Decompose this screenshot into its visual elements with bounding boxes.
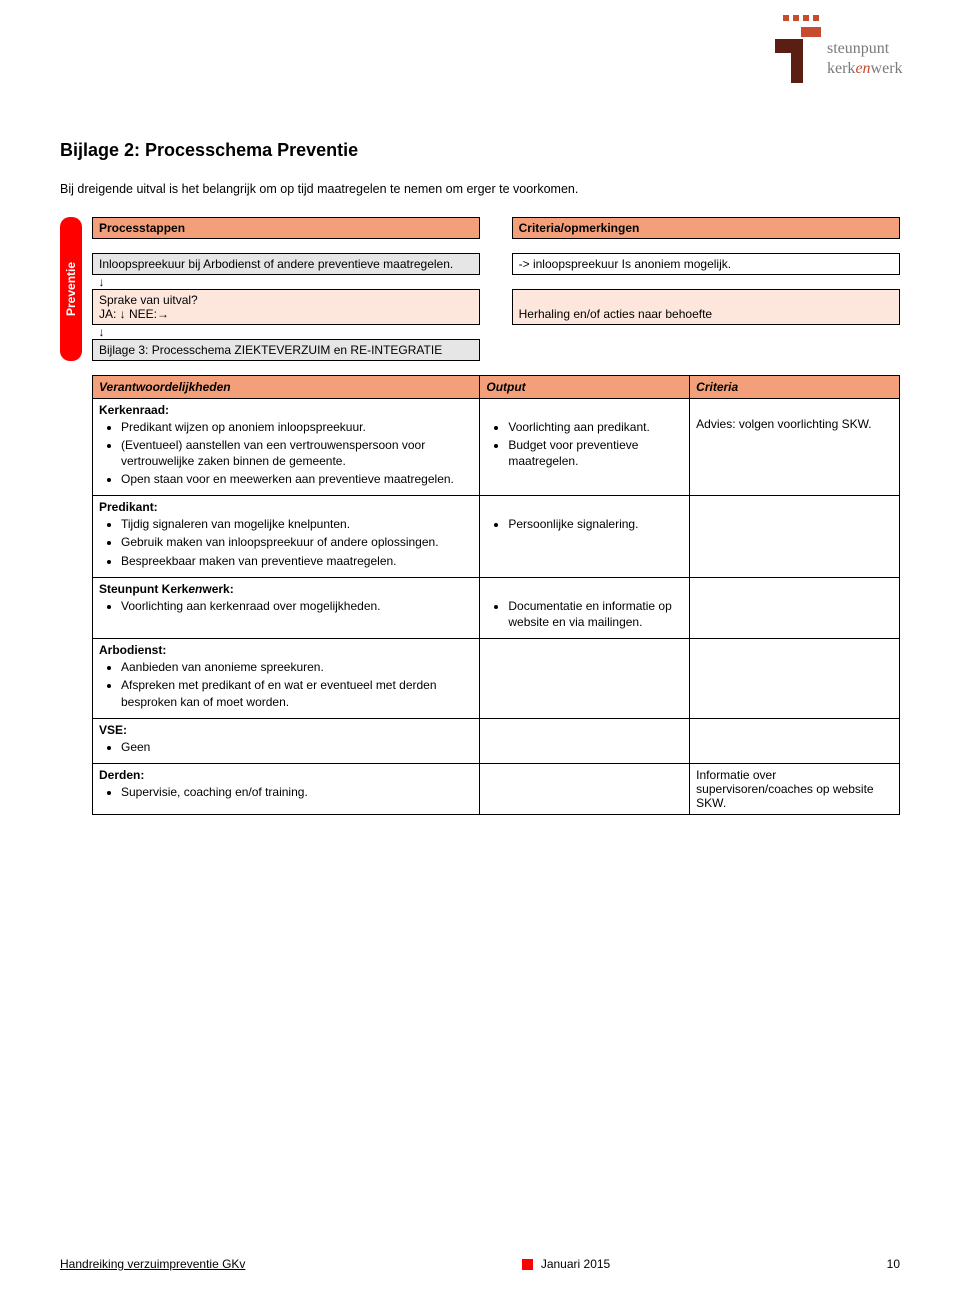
- footer-square-icon: [522, 1259, 533, 1270]
- kr-out-0: Voorlichting aan predikant.: [508, 419, 683, 435]
- row-derden: Derden: Supervisie, coaching en/of train…: [93, 763, 900, 814]
- page-footer: Handreiking verzuimpreventie GKv Januari…: [60, 1257, 900, 1271]
- row-arbodienst: Arbodienst: Aanbieden van anonieme spree…: [93, 639, 900, 719]
- resp-h2: Output: [480, 375, 690, 398]
- proc-header-right: Criteria/opmerkingen: [512, 217, 899, 238]
- arrow-1: ↓: [93, 274, 900, 289]
- arbo-label: Arbodienst:: [99, 643, 166, 657]
- kr-item-0: Predikant wijzen op anoniem inloopspreek…: [121, 419, 473, 435]
- process-block: Preventie Processtappen Criteria/opmerki…: [60, 217, 900, 361]
- kr-item-1: (Eventueel) aanstellen van een vertrouwe…: [121, 437, 473, 469]
- logo-mark: steunpunt kerkenwerk: [775, 15, 930, 85]
- proc-step-3-left: Bijlage 3: Processchema ZIEKTEVERZUIM en…: [93, 339, 480, 360]
- vse-label: VSE:: [99, 723, 127, 737]
- page: steunpunt kerkenwerk Bijlage 2: Processc…: [0, 0, 960, 1295]
- kr-criteria: Advies: volgen voorlichting SKW.: [696, 417, 871, 431]
- arbo-item-0: Aanbieden van anonieme spreekuren.: [121, 659, 473, 675]
- skw-out-0: Documentatie en informatie op website en…: [508, 598, 683, 630]
- skw-item-0: Voorlichting aan kerkenraad over mogelij…: [121, 598, 473, 614]
- footer-page: 10: [887, 1257, 900, 1271]
- derden-criteria: Informatie over supervisoren/coaches op …: [690, 763, 900, 814]
- kerkenraad-label: Kerkenraad:: [99, 403, 169, 417]
- proc-header-left: Processtappen: [93, 217, 480, 238]
- vse-item-0: Geen: [121, 739, 473, 755]
- predikant-label: Predikant:: [99, 500, 158, 514]
- pr-item-1: Gebruik maken van inloopspreekuur of and…: [121, 534, 473, 550]
- resp-h1: Verantwoordelijkheden: [93, 375, 480, 398]
- responsibilities-table: Verantwoordelijkheden Output Criteria Ke…: [92, 375, 900, 815]
- row-kerkenraad: Kerkenraad: Predikant wijzen op anoniem …: [93, 398, 900, 496]
- proc-step-1-left: Inloopspreekuur bij Arbodienst of andere…: [93, 253, 480, 274]
- proc-step-2-right: Herhaling en/of acties naar behoefte: [512, 289, 899, 324]
- kr-out-1: Budget voor preventieve maatregelen.: [508, 437, 683, 469]
- proc-step-2-left: Sprake van uitval? JA: ↓ NEE:→: [93, 289, 480, 324]
- derden-item-0: Supervisie, coaching en/of training.: [121, 784, 473, 800]
- logo: steunpunt kerkenwerk: [775, 15, 930, 85]
- row-predikant: Predikant: Tijdig signaleren van mogelij…: [93, 496, 900, 578]
- pr-out-0: Persoonlijke signalering.: [508, 516, 683, 532]
- page-title: Bijlage 2: Processchema Preventie: [60, 140, 900, 161]
- row-vse: VSE: Geen: [93, 718, 900, 763]
- pr-item-2: Bespreekbaar maken van preventieve maatr…: [121, 553, 473, 569]
- logo-text-1: steunpunt: [827, 40, 890, 57]
- row-skw: Steunpunt Kerkenwerk: Voorlichting aan k…: [93, 577, 900, 638]
- derden-label: Derden:: [99, 768, 144, 782]
- kr-item-2: Open staan voor en meewerken aan prevent…: [121, 471, 473, 487]
- resp-h3: Criteria: [690, 375, 900, 398]
- arbo-item-1: Afspreken met predikant of en wat er eve…: [121, 677, 473, 709]
- footer-date: Januari 2015: [541, 1257, 610, 1271]
- skw-label: Steunpunt Kerkenwerk:: [99, 582, 234, 596]
- arrow-2: ↓: [93, 324, 900, 339]
- pr-item-0: Tijdig signaleren van mogelijke knelpunt…: [121, 516, 473, 532]
- process-table: Processtappen Criteria/opmerkingen Inloo…: [92, 217, 900, 361]
- preventie-pill: Preventie: [60, 217, 82, 361]
- proc-step-1-right: -> inloopspreekuur Is anoniem mogelijk.: [512, 253, 899, 274]
- footer-title: Handreiking verzuimpreventie GKv: [60, 1257, 245, 1271]
- logo-text-2: kerkenwerk: [827, 60, 903, 77]
- intro-text: Bij dreigende uitval is het belangrijk o…: [60, 181, 900, 199]
